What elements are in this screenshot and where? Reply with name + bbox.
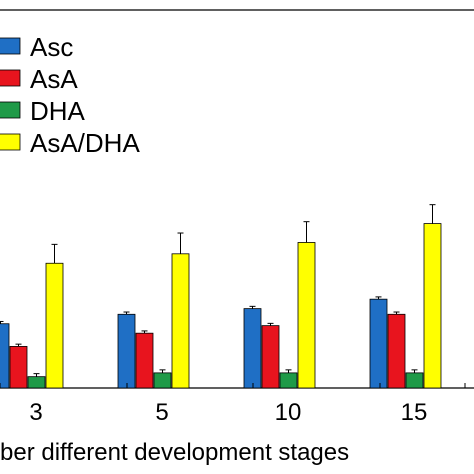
bar-dha-3 bbox=[27, 376, 46, 389]
x-tick-label-10: 10 bbox=[275, 399, 302, 426]
legend-label-asc: Asc bbox=[30, 32, 73, 62]
bar-asa-dha-3 bbox=[45, 262, 64, 389]
legend-swatch-asc bbox=[0, 37, 21, 55]
legend-swatch-dha bbox=[0, 101, 21, 119]
bar-dha-5 bbox=[153, 372, 172, 389]
bar-asa-3 bbox=[9, 346, 28, 389]
bar-asa-15 bbox=[387, 313, 406, 389]
bar-dha-10 bbox=[279, 372, 298, 389]
legend-label-asa: AsA bbox=[30, 64, 78, 94]
bar-asc-10 bbox=[243, 308, 262, 389]
x-tick-label-5: 5 bbox=[155, 399, 168, 426]
x-axis-label: ber different development stages bbox=[0, 439, 349, 466]
bar-asc-3 bbox=[0, 323, 10, 389]
bar-asc-15 bbox=[369, 298, 388, 389]
bar-dha-15 bbox=[405, 372, 424, 389]
bar-asa-dha-10 bbox=[297, 242, 316, 389]
bar-asa-dha-5 bbox=[171, 253, 190, 389]
bars-group bbox=[0, 204, 442, 389]
bar-asc-5 bbox=[117, 313, 136, 389]
x-tick-labels: 3 5 10 15 bbox=[0, 383, 466, 426]
bar-asa-dha-15 bbox=[423, 223, 442, 389]
bar-asa-10 bbox=[261, 325, 280, 389]
legend-label-dha: DHA bbox=[30, 96, 86, 126]
legend-swatch-asa bbox=[0, 69, 21, 87]
legend-swatch-asa-dha bbox=[0, 133, 21, 151]
bar-asa-5 bbox=[135, 332, 154, 389]
x-tick-label-15: 15 bbox=[401, 399, 428, 426]
x-tick-label-3: 3 bbox=[29, 399, 42, 426]
legend-label-asa-dha: AsA/DHA bbox=[30, 128, 140, 158]
